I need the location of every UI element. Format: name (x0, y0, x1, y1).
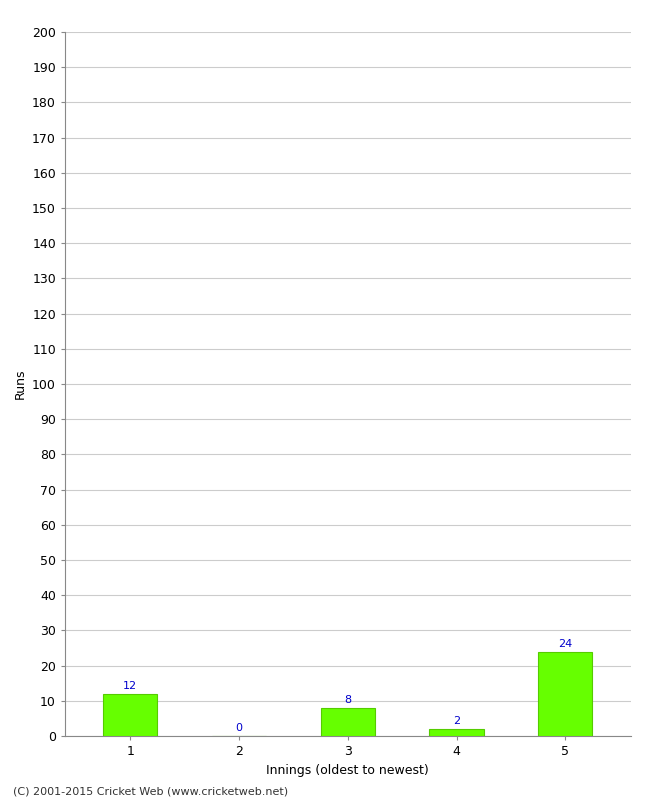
Text: 0: 0 (235, 723, 242, 733)
Bar (538, 651, 592, 736)
Y-axis label: Runs: Runs (14, 369, 27, 399)
Text: 24: 24 (558, 638, 573, 649)
Text: 12: 12 (124, 681, 137, 691)
Bar (320, 708, 375, 736)
X-axis label: Innings (oldest to newest): Innings (oldest to newest) (266, 763, 429, 777)
Text: 2: 2 (453, 716, 460, 726)
Bar (103, 694, 157, 736)
Text: (C) 2001-2015 Cricket Web (www.cricketweb.net): (C) 2001-2015 Cricket Web (www.cricketwe… (13, 786, 288, 796)
Bar (429, 729, 484, 736)
Text: 8: 8 (344, 695, 351, 705)
